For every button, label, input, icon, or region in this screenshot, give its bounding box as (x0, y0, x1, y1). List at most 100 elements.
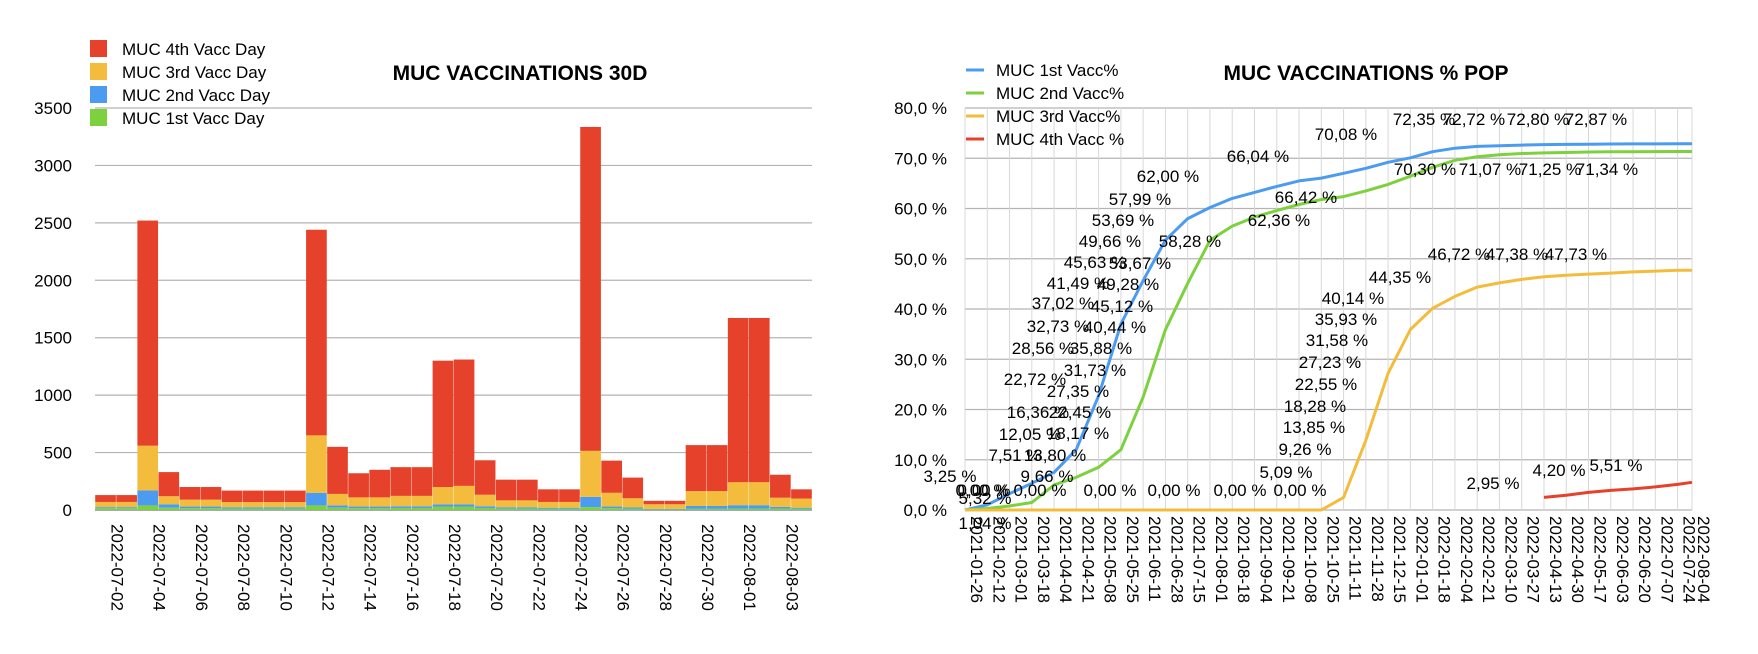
data-label: 40,14 % (1322, 289, 1384, 308)
bar-segment (390, 467, 412, 496)
bar-segment (748, 317, 770, 483)
x-tick-label: 2022-07-26 (614, 524, 633, 611)
bar-segment (453, 504, 475, 507)
data-label: 47,73 % (1545, 245, 1607, 264)
bar-segment (200, 506, 222, 509)
bar-segment (432, 506, 454, 510)
x-tick-label: 2022-07-07 (1657, 516, 1676, 603)
line-chart-vaccinations-pop: MUC VACCINATIONS % POP 0,0 % 10,0 % 20,0 %… (894, 61, 1713, 603)
bar-segment (559, 507, 580, 509)
data-label: 45,12 % (1091, 297, 1153, 316)
data-label: 9,66 % (1021, 467, 1074, 486)
bar-segment (263, 508, 285, 510)
bar-segment (791, 508, 812, 510)
bar-segment (95, 508, 116, 510)
x-tick-label: 2022-07-04 (150, 524, 169, 611)
data-label: 53,69 % (1092, 211, 1154, 230)
bar-segment (411, 506, 433, 508)
x-tick-label: 2021-11-28 (1368, 516, 1387, 602)
line-chart-x-axis: 2021-01-26 2021-02-12 2021-03-01 2021-03-18… (967, 516, 1713, 603)
data-label: 1,04 % (959, 514, 1012, 533)
line-chart-data-labels: 0,00 %1,04 %3,25 %5,32 %7,51 %12,05 %16,… (924, 110, 1643, 533)
bar-segment (116, 495, 137, 502)
x-tick-label: 2022-03-10 (1501, 516, 1520, 603)
data-label: 37,02 % (1032, 294, 1094, 313)
x-tick-label: 2021-01-26 (967, 516, 986, 603)
bar-segment (770, 497, 791, 507)
data-label: 22,72 % (1004, 370, 1066, 389)
data-label: 62,00 % (1137, 167, 1199, 186)
x-tick-label: 2022-07-30 (698, 524, 717, 611)
x-tick-label: 2021-07-15 (1190, 516, 1209, 603)
x-tick-label: 2022-03-27 (1524, 516, 1543, 603)
bar-segment (706, 491, 728, 506)
legend-label: MUC 1st Vacc Day (122, 109, 265, 128)
series-line (964, 142, 1692, 512)
x-tick-label: 2021-04-21 (1078, 516, 1097, 603)
bar-segment (348, 508, 369, 510)
bar-chart-y-axis: 0 500 1000 1500 2000 2500 3000 3500 (34, 99, 72, 520)
data-label: 35,93 % (1315, 310, 1377, 329)
legend-label: MUC 1st Vacc% (996, 61, 1119, 80)
bar-segment (559, 501, 580, 508)
x-tick-label: 2021-10-25 (1323, 516, 1342, 603)
bar-segment (179, 506, 201, 509)
x-tick-label: 2022-07-28 (656, 524, 675, 611)
bar-segment (263, 502, 285, 508)
data-label: 9,26 % (1279, 440, 1332, 459)
data-label: 0,00 % (956, 481, 1009, 500)
bar-segment (791, 489, 812, 499)
x-tick-label: 2022-07-16 (403, 524, 422, 611)
bar-segment (263, 490, 285, 503)
bar-segment (137, 445, 159, 491)
bar-segment (285, 507, 306, 509)
bar-segment (327, 493, 348, 506)
bar-segment (748, 505, 770, 509)
x-tick-label: 2022-01-01 (1412, 516, 1431, 603)
data-label: 72,87 % (1565, 110, 1627, 129)
legend-label: MUC 3rd Vacc Day (122, 63, 267, 82)
bar-segment (580, 507, 601, 510)
bar-segment (137, 505, 159, 510)
x-tick-label: 2022-07-20 (487, 524, 506, 611)
bar-segment (516, 508, 538, 510)
legend-label: MUC 4th Vacc Day (122, 40, 266, 59)
x-tick-label: 2022-07-02 (108, 524, 127, 611)
y-tick-label: 0,0 % (904, 501, 947, 520)
bar-segment (432, 504, 454, 507)
x-tick-label: 2021-03-18 (1034, 516, 1053, 603)
bar-segment (327, 505, 348, 508)
bar-segment (685, 505, 707, 509)
bar-segment (538, 507, 559, 509)
bar-segment (306, 229, 327, 436)
bar-segment (411, 495, 433, 507)
data-label: 13,80 % (1024, 446, 1086, 465)
x-tick-label: 2022-07-08 (234, 524, 253, 611)
bar-segment (306, 492, 327, 506)
bar-segment (327, 507, 348, 510)
x-tick-label: 2022-08-03 (782, 524, 801, 611)
x-tick-label: 2022-01-18 (1435, 516, 1454, 603)
x-tick-label: 2021-06-28 (1167, 516, 1186, 603)
bar-segment (706, 508, 728, 510)
y-tick-label: 40,0 % (894, 300, 947, 319)
bar-segment (285, 508, 306, 510)
x-tick-label: 2022-08-01 (740, 524, 759, 611)
bar-segment (580, 496, 601, 508)
bar-segment (580, 126, 601, 451)
bar-segment (495, 479, 517, 501)
bar-segment (285, 490, 306, 503)
legend-label: MUC 2nd Vacc% (996, 84, 1124, 103)
legend-label: MUC 4th Vacc % (996, 130, 1124, 149)
bar-segment (453, 359, 475, 486)
bar-segment (643, 509, 665, 510)
data-label: 5,32 % (959, 489, 1012, 508)
y-tick-label: 1500 (34, 329, 72, 348)
x-tick-label: 2021-10-08 (1301, 516, 1320, 603)
x-tick-label: 2022-07-06 (192, 524, 211, 611)
bar-segment (432, 360, 454, 488)
x-tick-label: 2021-06-11 (1145, 516, 1164, 602)
bar-segment (285, 502, 306, 508)
bar-segment (411, 467, 433, 496)
